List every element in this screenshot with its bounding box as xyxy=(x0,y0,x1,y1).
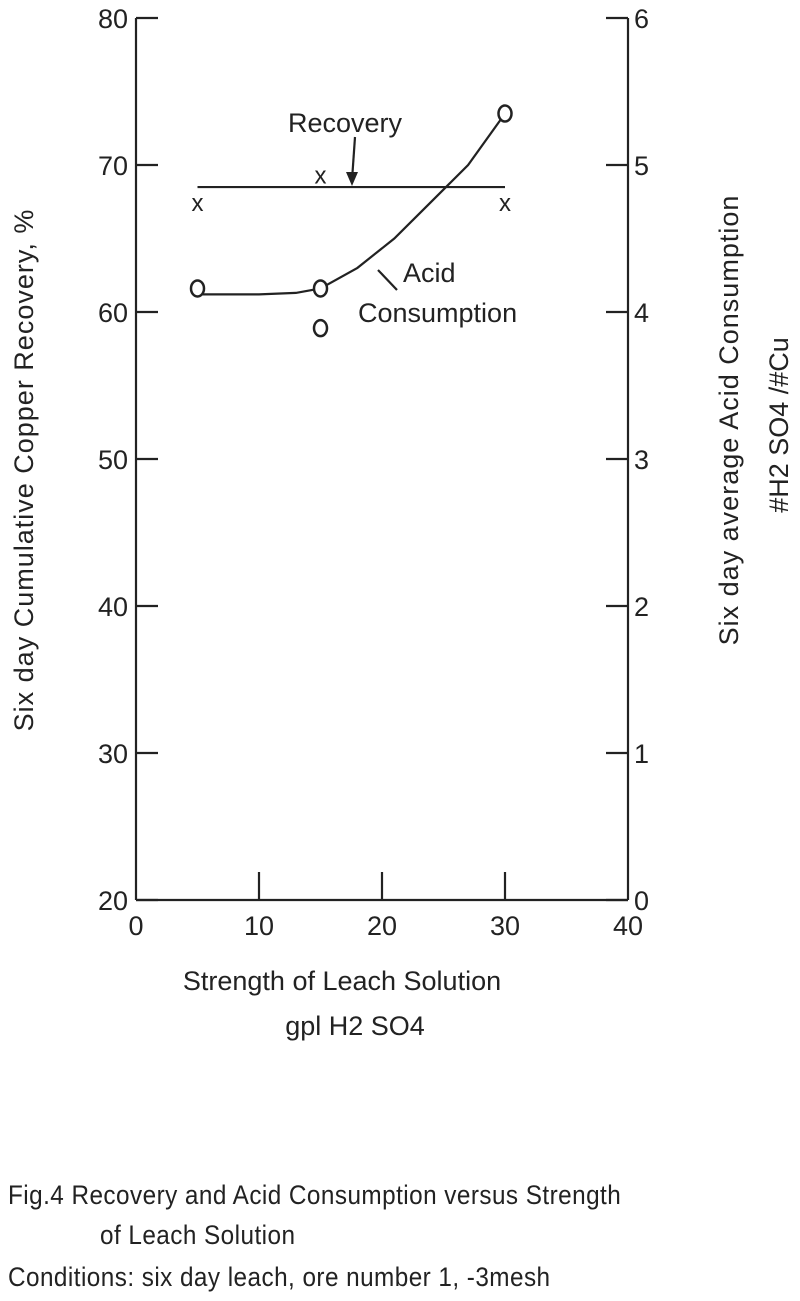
x-tick-label: 40 xyxy=(613,911,643,941)
x-tick-label: 0 xyxy=(128,911,143,941)
x-tick-label: 30 xyxy=(490,911,520,941)
recovery-point-x-marker: x xyxy=(499,190,511,217)
acid-consumption-point xyxy=(312,318,329,338)
y-tick-label: 60 xyxy=(98,298,128,328)
caption-title: Fig.4 Recovery and Acid Consumption vers… xyxy=(8,1180,622,1210)
acid-consumption-point xyxy=(497,104,513,123)
y-tick-label: 20 xyxy=(98,886,128,916)
y2-tick-label: 6 xyxy=(634,4,649,34)
y-axis-label: Six day Cumulative Copper Recovery, % xyxy=(9,209,39,732)
caption-conditions: Conditions: six day leach, ore number 1,… xyxy=(8,1262,551,1292)
x-axis-label: Strength of Leach Solution xyxy=(183,966,501,996)
y-tick-label: 70 xyxy=(98,151,128,181)
acid-consumption-arrow xyxy=(377,269,398,291)
y2-tick-label: 0 xyxy=(634,886,649,916)
y2-axis-label: Six day average Acid Consumption xyxy=(714,195,744,646)
recovery-point-x-marker: x xyxy=(192,190,204,217)
y2-tick-label: 3 xyxy=(634,445,649,475)
y2-tick-label: 4 xyxy=(634,298,649,328)
recovery-point-x-marker: x xyxy=(315,162,327,189)
x-tick-label: 10 xyxy=(244,911,274,941)
y-tick-label: 40 xyxy=(98,592,128,622)
acid-consumption-curve xyxy=(197,112,506,296)
x-tick-label: 20 xyxy=(367,911,397,941)
acid-consumption-point xyxy=(189,279,206,298)
y2-tick-label: 2 xyxy=(634,592,649,622)
annotation-recovery: Recovery xyxy=(288,108,403,138)
y2-tick-label: 5 xyxy=(634,151,649,181)
annotation-consumption: Consumption xyxy=(358,298,517,328)
acid-consumption-point xyxy=(312,279,329,298)
x-axis-label-units: gpl H2 SO4 xyxy=(285,1011,425,1041)
y-tick-label: 80 xyxy=(98,4,128,34)
y2-axis-label-units: #H2 SO4 /#Cu xyxy=(764,337,794,513)
y-tick-label: 50 xyxy=(98,445,128,475)
annotation-acid: Acid xyxy=(403,258,456,288)
y-tick-label: 30 xyxy=(98,739,128,769)
y2-tick-label: 1 xyxy=(634,739,649,769)
caption-title-continued: of Leach Solution xyxy=(100,1220,296,1250)
recovery-arrowhead xyxy=(346,172,358,186)
